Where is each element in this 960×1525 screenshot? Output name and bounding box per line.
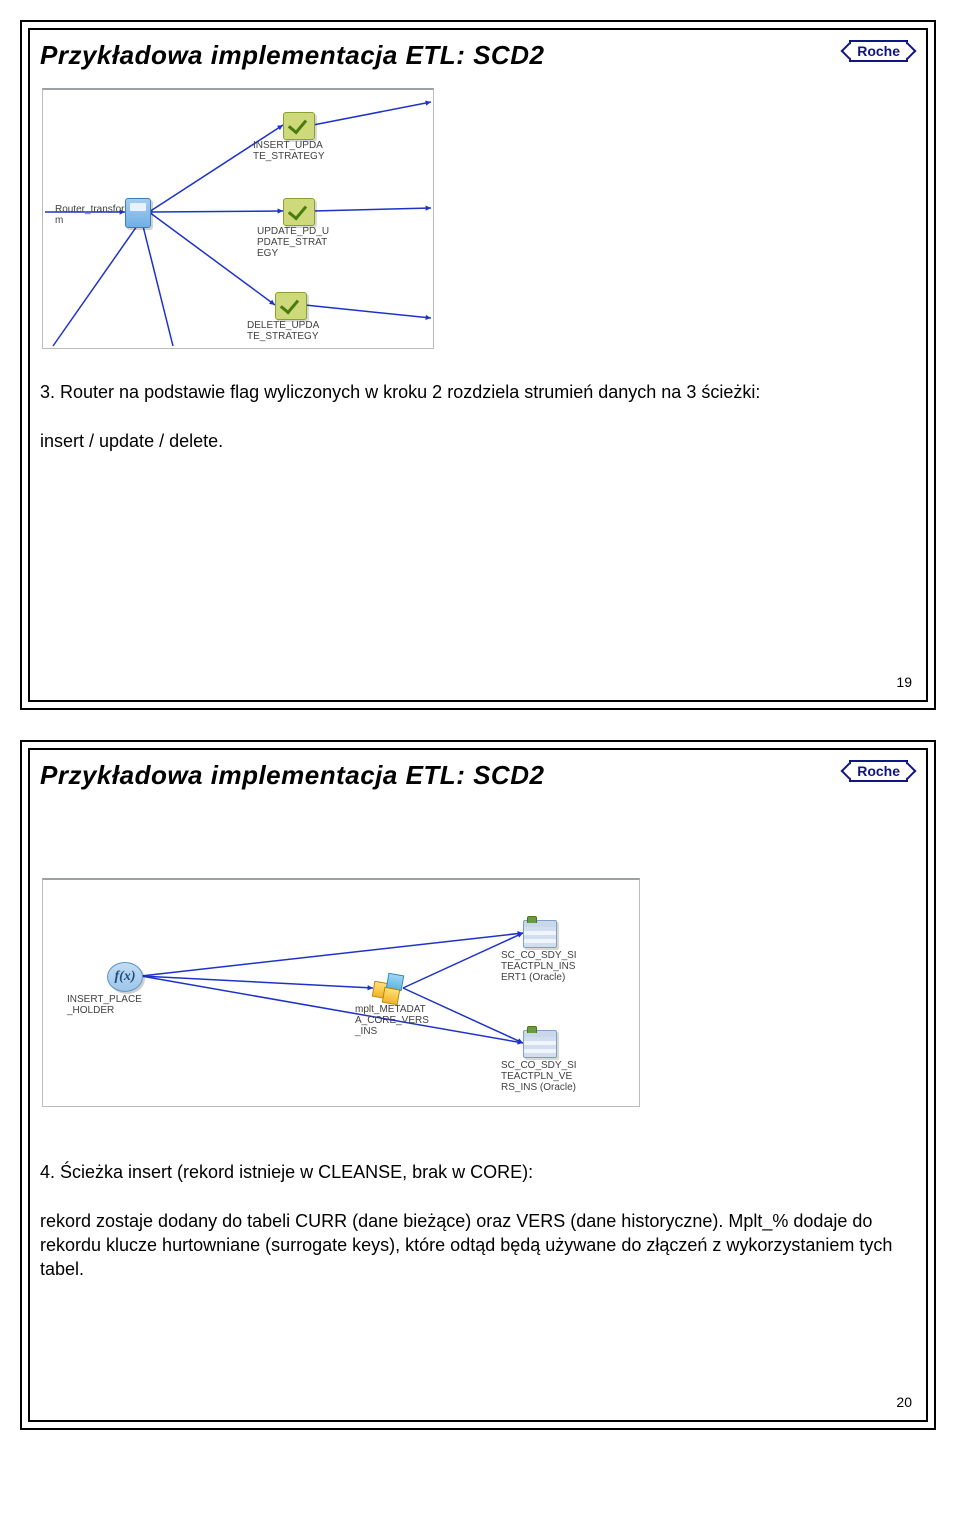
update-strategy-icon (283, 112, 315, 140)
diagram-1: Router_transform INSERT_UPDATE_STRATEGY U… (42, 88, 434, 349)
body-line-2: insert / update / delete. (40, 431, 223, 451)
node-label: UPDATE_PD_UPDATE_STRATEGY (257, 226, 329, 259)
mplt-label: mplt_METADATA_CORE_VERS_INS (355, 1004, 429, 1037)
grid-label: SC_CO_SDY_SITEACTPLN_VERS_INS (Oracle) (501, 1060, 577, 1093)
slide-1-title: Przykładowa implementacja ETL: SCD2 (40, 40, 544, 71)
slide-2-body: 4. Ścieżka insert (rekord istnieje w CLE… (40, 1160, 906, 1281)
roche-logo: Roche (849, 40, 908, 62)
slide-2-inner: Przykładowa implementacja ETL: SCD2 Roch… (28, 748, 928, 1422)
slide-1-inner: Przykładowa implementacja ETL: SCD2 Roch… (28, 28, 928, 702)
target-table-icon (523, 920, 557, 948)
router-label: Router_transform (55, 204, 124, 226)
router-icon (125, 198, 151, 228)
node-label: INSERT_UPDATE_STRATEGY (253, 140, 325, 162)
fx-icon: f(x) (107, 962, 143, 992)
slide-2-title: Przykładowa implementacja ETL: SCD2 (40, 760, 544, 791)
node-label: DELETE_UPDATE_STRATEGY (247, 320, 319, 342)
mplt-icon (373, 974, 403, 1000)
grid-label: SC_CO_SDY_SITEACTPLN_INSERT1 (Oracle) (501, 950, 577, 983)
page-number-1: 19 (896, 674, 912, 690)
update-strategy-icon (283, 198, 315, 226)
slide-2: Przykładowa implementacja ETL: SCD2 Roch… (20, 740, 936, 1430)
slide-1-body: 3. Router na podstawie flag wyliczonych … (40, 380, 906, 453)
target-table-icon (523, 1030, 557, 1058)
body2-line-2: rekord zostaje dodany do tabeli CURR (da… (40, 1211, 892, 1280)
update-strategy-icon (275, 292, 307, 320)
title-row-2: Przykładowa implementacja ETL: SCD2 Roch… (30, 750, 926, 791)
body2-line-1: 4. Ścieżka insert (rekord istnieje w CLE… (40, 1162, 533, 1182)
page-number-2: 20 (896, 1394, 912, 1410)
title-row: Przykładowa implementacja ETL: SCD2 Roch… (30, 30, 926, 71)
body-line-1: 3. Router na podstawie flag wyliczonych … (40, 382, 760, 402)
roche-logo: Roche (849, 760, 908, 782)
slide-1: Przykładowa implementacja ETL: SCD2 Roch… (20, 20, 936, 710)
fx-label: INSERT_PLACE_HOLDER (67, 994, 142, 1016)
diagram-2: f(x) INSERT_PLACE_HOLDER mplt_METADATA_C… (42, 878, 640, 1107)
